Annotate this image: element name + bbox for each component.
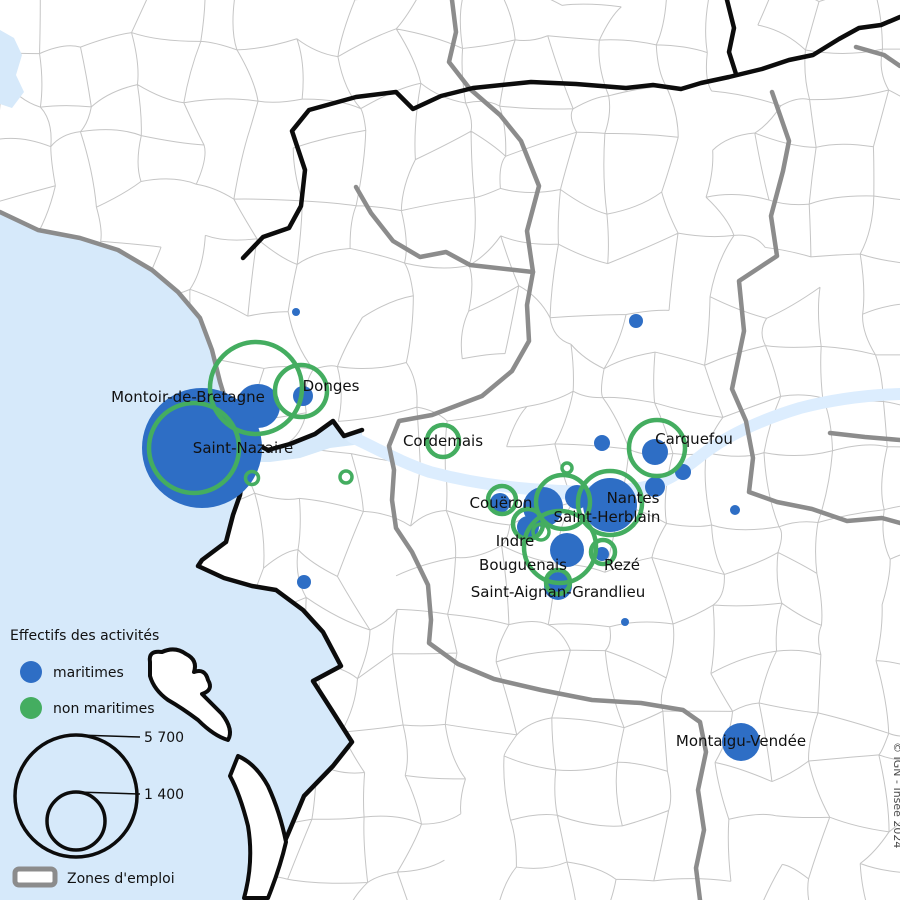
city-label-carquefou: Carquefou (655, 430, 733, 448)
city-label-montoir-de-bretagne: Montoir-de-Bretagne (111, 388, 265, 406)
city-label-cordemais: Cordemais (403, 432, 483, 450)
city-label-nantes: Nantes (607, 489, 660, 507)
maritime-point-6 (629, 314, 643, 328)
city-label-reze: Rezé (604, 556, 640, 574)
maritime-circle-saint-nazaire (142, 388, 262, 508)
city-label-saint-herblain: Saint-Herblain (554, 508, 661, 526)
department-boundaries (195, 0, 900, 900)
legend-zones-label: Zones d'emploi (67, 871, 175, 887)
island (147, 647, 232, 742)
maritime-circle-coueron (490, 493, 510, 513)
non-maritime-swatch (20, 697, 42, 719)
size-scale-circle-small (45, 790, 107, 852)
city-label-coueron: Couëron (470, 494, 533, 512)
non-maritime-ring-bouguenais (521, 508, 599, 586)
non-maritime-point-1 (338, 469, 354, 485)
non-maritime-point-0 (243, 469, 261, 487)
maritime-point-5 (730, 505, 740, 515)
zone-boundary-swatch (12, 866, 58, 888)
city-labels-layer: Montoir-de-Bretagne Saint-Nazaire Donges Co… (111, 377, 806, 750)
non-maritime-rings-layer (146, 339, 688, 597)
non-maritime-ring-montoir-de-bretagne (207, 339, 305, 437)
credit-text: © IGN - Insee 2024 (891, 742, 900, 848)
legend: Effectifs des activités maritimes non ma… (10, 628, 184, 888)
maritime-swatch (20, 661, 42, 683)
maritime-point-4 (645, 477, 665, 497)
maritime-point-7 (297, 575, 311, 589)
maritime-point-8 (621, 618, 629, 626)
city-label-saint-nazaire: Saint-Nazaire (193, 439, 293, 457)
maritime-point-2 (594, 435, 610, 451)
legend-title: Effectifs des activités (10, 628, 159, 644)
non-maritime-ring-carquefou (626, 417, 688, 479)
non-maritime-ring-saint-herblain (533, 472, 593, 532)
maritime-circle-carquefou (642, 439, 668, 465)
legend-maritime-label: maritimes (53, 665, 124, 681)
maritime-circle-montaigu-vendee (722, 723, 760, 761)
maritime-circle-bouguenais (550, 533, 584, 567)
sea (0, 212, 362, 900)
size-scale-leader-small (76, 791, 141, 795)
islands (147, 647, 288, 900)
city-label-bouguenais: Bouguenais (479, 556, 567, 574)
size-scale-circle-large (13, 733, 139, 859)
size-scale-value-large: 5 700 (144, 730, 184, 746)
non-maritime-ring-coueron (485, 483, 519, 517)
maritime-point-0 (292, 308, 300, 316)
sea-inlet (0, 30, 24, 108)
non-maritime-ring-saint-nazaire (146, 400, 242, 496)
city-label-montaigu-vendee: Montaigu-Vendée (676, 732, 806, 750)
non-maritime-ring-donges (272, 362, 330, 420)
non-maritime-ring-nantes (575, 468, 645, 538)
peninsula (228, 754, 288, 900)
non-maritime-ring-cordemais (424, 422, 462, 460)
maritime-circle-nantes (583, 478, 637, 532)
non-maritime-ring-indre-1 (531, 522, 551, 542)
size-scale-value-small: 1 400 (144, 787, 184, 803)
maritime-circle-saint-herblain (523, 487, 563, 527)
size-scale-leader-large (77, 734, 141, 738)
non-maritime-ring-reze (588, 537, 618, 567)
maritime-circles-layer (142, 308, 760, 761)
city-label-donges: Donges (303, 377, 360, 395)
city-label-indre: Indre (496, 532, 535, 550)
city-label-saint-aignan-grandlieu: Saint-Aignan-Grandlieu (471, 583, 646, 601)
maritime-circle-reze (595, 547, 609, 561)
legend-non-maritime-label: non maritimes (53, 701, 155, 717)
non-maritime-point-2 (560, 461, 574, 475)
non-maritime-ring-saint-aignan-grandlieu (543, 567, 573, 597)
